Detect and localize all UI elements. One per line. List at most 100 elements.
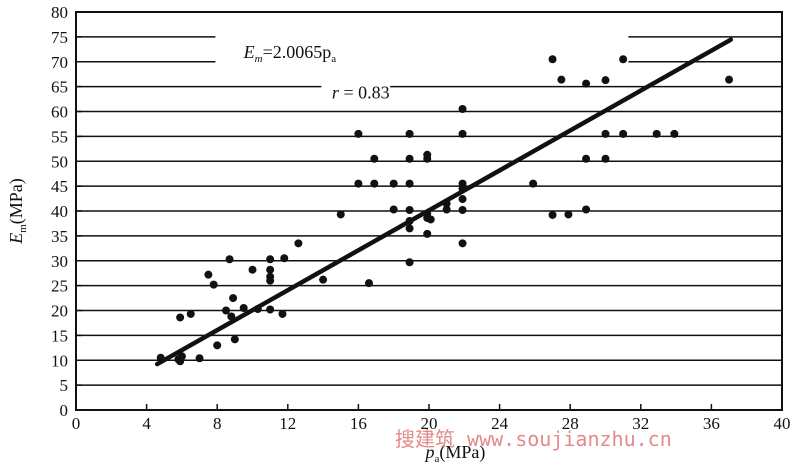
- data-point: [176, 313, 185, 322]
- data-point: [370, 154, 379, 163]
- y-tick-label: 35: [51, 227, 68, 246]
- data-point: [186, 309, 195, 318]
- data-point: [336, 210, 345, 219]
- data-point: [548, 55, 557, 64]
- data-point: [423, 229, 432, 238]
- y-axis-symbol: E: [6, 233, 26, 245]
- data-point: [389, 205, 398, 214]
- data-point: [209, 280, 218, 289]
- correlation-label: r = 0.83: [332, 83, 390, 103]
- data-point: [389, 179, 398, 188]
- y-tick-label: 75: [51, 28, 68, 47]
- data-point: [230, 335, 239, 344]
- x-tick-label: 8: [213, 414, 222, 433]
- x-tick-label: 36: [703, 414, 720, 433]
- equation-sub: m: [255, 53, 263, 65]
- x-axis-sub: a: [435, 453, 440, 465]
- y-tick-label: 80: [51, 3, 68, 22]
- equation-background: [215, 35, 629, 66]
- data-point: [582, 205, 591, 214]
- data-point: [619, 55, 628, 64]
- data-point: [405, 206, 414, 215]
- data-point: [294, 239, 303, 248]
- x-tick-label: 0: [72, 414, 81, 433]
- data-point: [225, 255, 234, 264]
- data-point: [266, 276, 275, 285]
- y-tick-label: 55: [51, 127, 68, 146]
- data-point: [458, 129, 467, 138]
- data-point: [426, 215, 435, 224]
- data-point: [278, 309, 287, 318]
- y-tick-label: 50: [51, 152, 68, 171]
- equation-rhs-sub: a: [331, 53, 336, 65]
- data-point: [557, 75, 566, 84]
- x-tick-label: 28: [562, 414, 579, 433]
- x-tick-label: 20: [421, 414, 438, 433]
- data-point: [423, 154, 432, 163]
- data-point: [266, 255, 275, 264]
- y-tick-label: 5: [60, 376, 69, 395]
- data-point: [405, 179, 414, 188]
- x-tick-label: 16: [350, 414, 367, 433]
- data-point: [601, 129, 610, 138]
- y-tick-label: 45: [51, 177, 68, 196]
- data-point: [458, 239, 467, 248]
- x-tick-label: 12: [279, 414, 296, 433]
- y-tick-label: 15: [51, 326, 68, 345]
- y-tick-label: 10: [51, 351, 68, 370]
- axis-ticks: 0 4 8 12 16 20 24 28 32 36 40051015202530354045505…: [51, 3, 791, 433]
- data-point: [458, 105, 467, 114]
- data-point: [725, 75, 734, 84]
- data-point: [248, 265, 257, 274]
- data-point: [405, 258, 414, 267]
- y-tick-label: 20: [51, 302, 68, 321]
- data-point: [442, 205, 451, 214]
- r-background: [321, 76, 391, 108]
- x-tick-label: 24: [491, 414, 509, 433]
- x-tick-label: 40: [774, 414, 791, 433]
- equation-rhs: =2.0065p: [263, 42, 332, 62]
- x-axis-symbol: p: [424, 442, 435, 462]
- r-symbol: r: [332, 83, 340, 103]
- y-tick-label: 40: [51, 202, 68, 221]
- data-point: [670, 129, 679, 138]
- y-axis-sub: m: [17, 224, 29, 233]
- data-point: [582, 154, 591, 163]
- data-point: [266, 265, 275, 274]
- data-point: [280, 254, 289, 263]
- watermark-text: 搜建筑 www.soujianzhu.cn: [395, 427, 672, 451]
- x-axis-unit: (MPa): [439, 442, 485, 463]
- equation-label: Em=2.0065pa: [243, 42, 337, 65]
- data-point: [582, 79, 591, 88]
- data-point: [405, 224, 414, 233]
- x-tick-label: 32: [632, 414, 649, 433]
- data-point: [619, 129, 628, 138]
- data-point: [601, 154, 610, 163]
- data-point: [204, 270, 213, 279]
- x-axis-label: pa(MPa): [424, 442, 486, 465]
- data-point: [529, 179, 538, 188]
- y-tick-label: 0: [60, 401, 69, 420]
- data-point: [176, 357, 185, 366]
- data-point: [239, 304, 248, 313]
- y-axis-unit: (MPa): [6, 178, 27, 224]
- horizontal-grid: [76, 35, 782, 386]
- y-tick-label: 25: [51, 277, 68, 296]
- data-point: [458, 206, 467, 215]
- r-value: = 0.83: [339, 83, 390, 103]
- data-point: [458, 195, 467, 204]
- x-tick-label: 4: [142, 414, 151, 433]
- y-axis-label: Em(MPa): [6, 178, 29, 245]
- data-point: [405, 129, 414, 138]
- data-point: [370, 179, 379, 188]
- data-point: [319, 275, 328, 284]
- y-tick-label: 30: [51, 252, 68, 271]
- data-point: [601, 76, 610, 85]
- data-point: [354, 179, 363, 188]
- y-tick-label: 70: [51, 53, 68, 72]
- y-tick-label: 65: [51, 78, 68, 97]
- data-point: [195, 354, 204, 363]
- data-point: [266, 305, 275, 314]
- data-point: [405, 154, 414, 163]
